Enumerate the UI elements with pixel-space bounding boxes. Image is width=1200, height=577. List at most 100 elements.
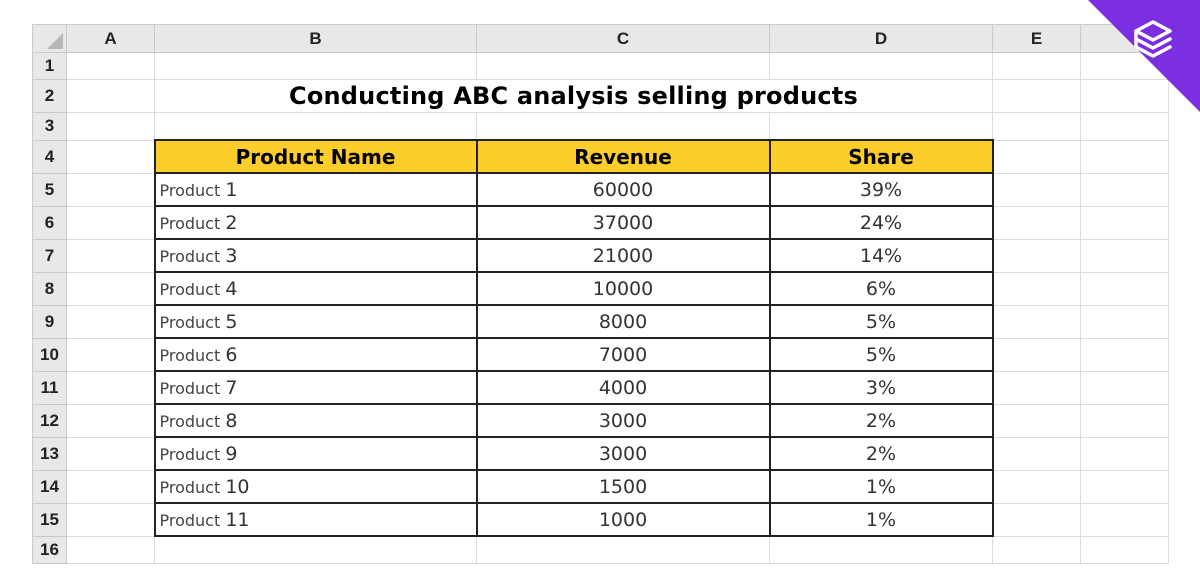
- share-cell[interactable]: 1%: [768, 502, 994, 537]
- cell[interactable]: [1080, 112, 1169, 141]
- cell[interactable]: [1080, 238, 1169, 273]
- cell[interactable]: [992, 535, 1081, 564]
- cell[interactable]: [66, 535, 155, 564]
- column-header-d[interactable]: D: [769, 24, 993, 53]
- cell[interactable]: [154, 52, 477, 80]
- cell[interactable]: [1080, 304, 1169, 339]
- cell[interactable]: [992, 139, 1081, 174]
- cell[interactable]: [1080, 139, 1169, 174]
- product-name-cell[interactable]: Product 4: [153, 271, 478, 306]
- select-all-corner[interactable]: [32, 24, 67, 53]
- row-header-2[interactable]: 2: [32, 79, 67, 113]
- header-share[interactable]: Share: [768, 139, 994, 174]
- cell[interactable]: [992, 52, 1081, 80]
- revenue-cell[interactable]: 21000: [475, 238, 771, 273]
- header-revenue[interactable]: Revenue: [475, 139, 771, 174]
- row-header-3[interactable]: 3: [32, 112, 67, 141]
- share-cell[interactable]: 5%: [768, 304, 994, 339]
- cell[interactable]: [769, 112, 993, 141]
- cell[interactable]: [1080, 370, 1169, 405]
- share-cell[interactable]: 39%: [768, 172, 994, 207]
- cell[interactable]: [1080, 205, 1169, 240]
- row-header-13[interactable]: 13: [32, 436, 67, 471]
- cell[interactable]: [992, 502, 1081, 537]
- cell[interactable]: [769, 52, 993, 80]
- cell[interactable]: [1080, 436, 1169, 471]
- column-header-c[interactable]: C: [476, 24, 770, 53]
- cell[interactable]: [66, 79, 155, 113]
- revenue-cell[interactable]: 4000: [475, 370, 771, 405]
- cell[interactable]: [992, 172, 1081, 207]
- product-name-cell[interactable]: Product 6: [153, 337, 478, 372]
- cell[interactable]: [1080, 271, 1169, 306]
- cell[interactable]: [66, 271, 155, 306]
- row-header-11[interactable]: 11: [32, 370, 67, 405]
- cell[interactable]: [66, 436, 155, 471]
- product-name-cell[interactable]: Product 8: [153, 403, 478, 438]
- cell[interactable]: [1080, 403, 1169, 438]
- cell[interactable]: [66, 205, 155, 240]
- row-header-10[interactable]: 10: [32, 337, 67, 372]
- cell[interactable]: [476, 535, 770, 564]
- cell[interactable]: [1080, 502, 1169, 537]
- cell[interactable]: [992, 469, 1081, 504]
- cell[interactable]: [992, 370, 1081, 405]
- share-cell[interactable]: 6%: [768, 271, 994, 306]
- cell[interactable]: [66, 238, 155, 273]
- cell[interactable]: [66, 337, 155, 372]
- share-cell[interactable]: 2%: [768, 403, 994, 438]
- row-header-12[interactable]: 12: [32, 403, 67, 438]
- row-header-9[interactable]: 9: [32, 304, 67, 339]
- cell[interactable]: [476, 52, 770, 80]
- cell[interactable]: [66, 370, 155, 405]
- cell[interactable]: [66, 112, 155, 141]
- row-header-8[interactable]: 8: [32, 271, 67, 306]
- sheet-title[interactable]: Conducting ABC analysis selling products: [154, 79, 993, 113]
- cell[interactable]: [769, 535, 993, 564]
- row-header-4[interactable]: 4: [32, 139, 67, 174]
- cell[interactable]: [154, 112, 477, 141]
- cell[interactable]: [992, 112, 1081, 141]
- cell[interactable]: [66, 304, 155, 339]
- revenue-cell[interactable]: 10000: [475, 271, 771, 306]
- product-name-cell[interactable]: Product 1: [153, 172, 478, 207]
- cell[interactable]: [992, 403, 1081, 438]
- cell[interactable]: [992, 304, 1081, 339]
- cell[interactable]: [66, 172, 155, 207]
- row-header-15[interactable]: 15: [32, 502, 67, 537]
- share-cell[interactable]: 1%: [768, 469, 994, 504]
- revenue-cell[interactable]: 7000: [475, 337, 771, 372]
- cell[interactable]: [66, 52, 155, 80]
- share-cell[interactable]: 3%: [768, 370, 994, 405]
- cell[interactable]: [1080, 535, 1169, 564]
- cell[interactable]: [66, 469, 155, 504]
- revenue-cell[interactable]: 3000: [475, 436, 771, 471]
- cell[interactable]: [992, 205, 1081, 240]
- row-header-5[interactable]: 5: [32, 172, 67, 207]
- cell[interactable]: [992, 436, 1081, 471]
- cell[interactable]: [1080, 172, 1169, 207]
- row-header-16[interactable]: 16: [32, 535, 67, 564]
- cell[interactable]: [476, 112, 770, 141]
- cell[interactable]: [1080, 469, 1169, 504]
- cell[interactable]: [992, 238, 1081, 273]
- revenue-cell[interactable]: 8000: [475, 304, 771, 339]
- cell[interactable]: [154, 535, 477, 564]
- column-header-a[interactable]: A: [66, 24, 155, 53]
- share-cell[interactable]: 24%: [768, 205, 994, 240]
- product-name-cell[interactable]: Product 10: [153, 469, 478, 504]
- product-name-cell[interactable]: Product 7: [153, 370, 478, 405]
- product-name-cell[interactable]: Product 5: [153, 304, 478, 339]
- row-header-14[interactable]: 14: [32, 469, 67, 504]
- share-cell[interactable]: 2%: [768, 436, 994, 471]
- share-cell[interactable]: 14%: [768, 238, 994, 273]
- product-name-cell[interactable]: Product 9: [153, 436, 478, 471]
- share-cell[interactable]: 5%: [768, 337, 994, 372]
- cell[interactable]: [1080, 337, 1169, 372]
- product-name-cell[interactable]: Product 11: [153, 502, 478, 537]
- cell[interactable]: [992, 79, 1081, 113]
- cell[interactable]: [66, 139, 155, 174]
- cell[interactable]: [992, 271, 1081, 306]
- row-header-7[interactable]: 7: [32, 238, 67, 273]
- revenue-cell[interactable]: 1500: [475, 469, 771, 504]
